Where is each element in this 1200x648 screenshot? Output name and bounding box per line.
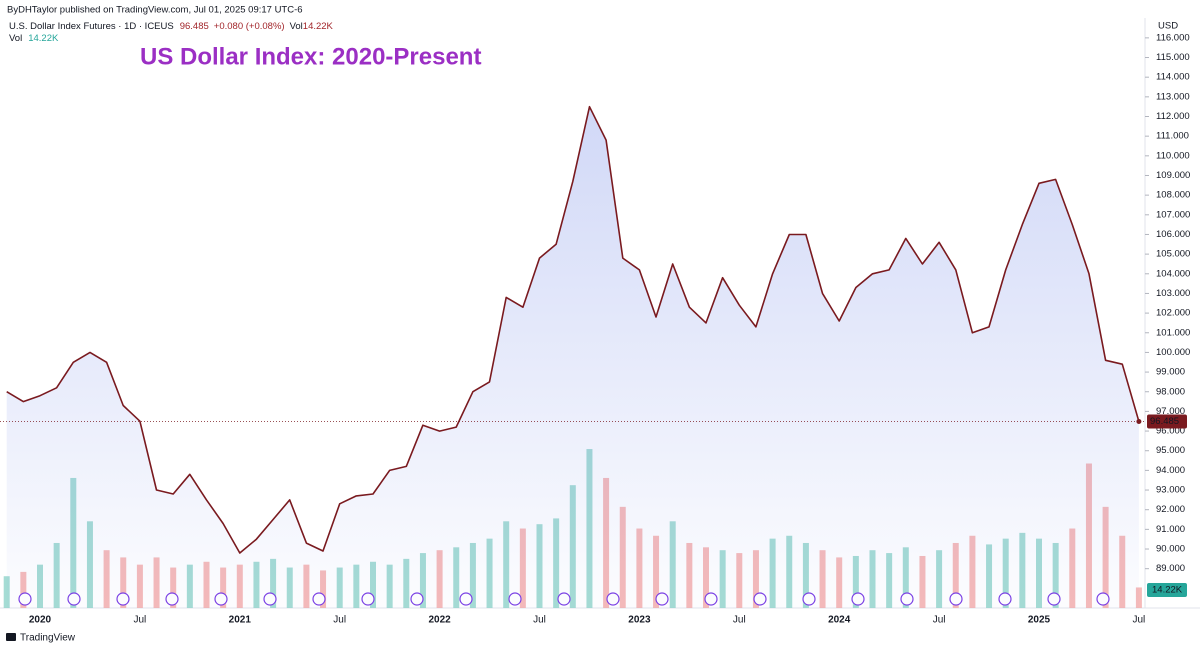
vol-value: 14.22K — [28, 33, 59, 44]
y-tick-label: 102.000 — [1156, 308, 1190, 319]
y-tick-label: 105.000 — [1156, 249, 1190, 260]
x-tick-label: Jul — [533, 615, 546, 626]
y-tick-label: 104.000 — [1156, 268, 1190, 279]
x-tick-label: Jul — [1133, 615, 1146, 626]
x-tick-label: 2024 — [828, 615, 851, 626]
x-tick-label: 2022 — [428, 615, 451, 626]
y-tick-label: 113.000 — [1156, 91, 1190, 102]
symbol-name: U.S. Dollar Index Futures · 1D · ICEUS — [9, 21, 174, 32]
x-tick-label: Jul — [134, 615, 147, 626]
x-tick-label: Jul — [733, 615, 746, 626]
brand-logo — [6, 633, 16, 641]
x-tick-label: 2023 — [628, 615, 651, 626]
last-price: 96.485 — [180, 21, 209, 32]
y-tick-label: 90.000 — [1156, 544, 1185, 555]
y-tick-label: 98.000 — [1156, 386, 1185, 397]
chart-title: US Dollar Index: 2020-Present — [140, 43, 481, 70]
y-tick-label: 94.000 — [1156, 465, 1185, 476]
y-tick-label: 97.000 — [1156, 406, 1185, 417]
y-tick-label: 99.000 — [1156, 367, 1185, 378]
vol-inline: 14.22K — [303, 21, 334, 32]
y-tick-label: 115.000 — [1156, 52, 1190, 63]
x-tick-label: 2025 — [1028, 615, 1051, 626]
y-tick-label: 103.000 — [1156, 288, 1190, 299]
symbol: U.S. Dollar Index Futures · 1D · ICEUS 96… — [9, 21, 334, 32]
y-tick-label: 95.000 — [1156, 445, 1185, 456]
y-tick-label: 112.000 — [1156, 111, 1190, 122]
y-tick-label: 107.000 — [1156, 209, 1190, 220]
y-tick-label: 111.000 — [1156, 131, 1189, 142]
byline: ByDHTaylor published on TradingView.com,… — [7, 5, 303, 16]
x-tick-label: 2021 — [229, 615, 252, 626]
vol-tag-label: 14.22K — [1152, 585, 1183, 596]
last-price-tag — [1147, 414, 1187, 429]
x-tick-label: Jul — [333, 615, 346, 626]
vol-title: Vol — [9, 33, 22, 44]
y-tick-label: 108.000 — [1156, 190, 1190, 201]
price-line — [6, 105, 1140, 554]
vol-row: Vol 14.22K — [9, 33, 59, 44]
vol-title-inline: Vol — [290, 21, 303, 32]
x-tick-label: 2020 — [29, 615, 52, 626]
last-price-tag-label: 96.485 — [1150, 416, 1179, 427]
y-tick-label: 114.000 — [1156, 72, 1190, 83]
price-change: +0.080 (+0.08%) — [214, 21, 285, 32]
x-tick-label: Jul — [933, 615, 946, 626]
y-tick-label: 106.000 — [1156, 229, 1190, 240]
y-tick-label: 92.000 — [1156, 504, 1185, 515]
vol-tag — [1147, 583, 1187, 597]
y-tick-label: 96.000 — [1156, 426, 1185, 437]
y-tick-label: 110.000 — [1156, 150, 1190, 161]
price-area — [6, 106, 1139, 608]
y-tick-label: 89.000 — [1156, 563, 1185, 574]
y-tick-label: 116.000 — [1156, 32, 1190, 43]
brand-name: TradingView — [20, 633, 76, 644]
y-tick-label: 109.000 — [1156, 170, 1190, 181]
y-tick-label: 100.000 — [1156, 347, 1190, 358]
brand: TradingView — [6, 633, 76, 644]
y-tick-label: 101.000 — [1156, 327, 1190, 338]
last-price-dot — [1136, 419, 1142, 425]
y-axis-unit: USD — [1158, 21, 1178, 32]
y-tick-label: 91.000 — [1156, 524, 1185, 535]
y-tick-label: 93.000 — [1156, 485, 1185, 496]
